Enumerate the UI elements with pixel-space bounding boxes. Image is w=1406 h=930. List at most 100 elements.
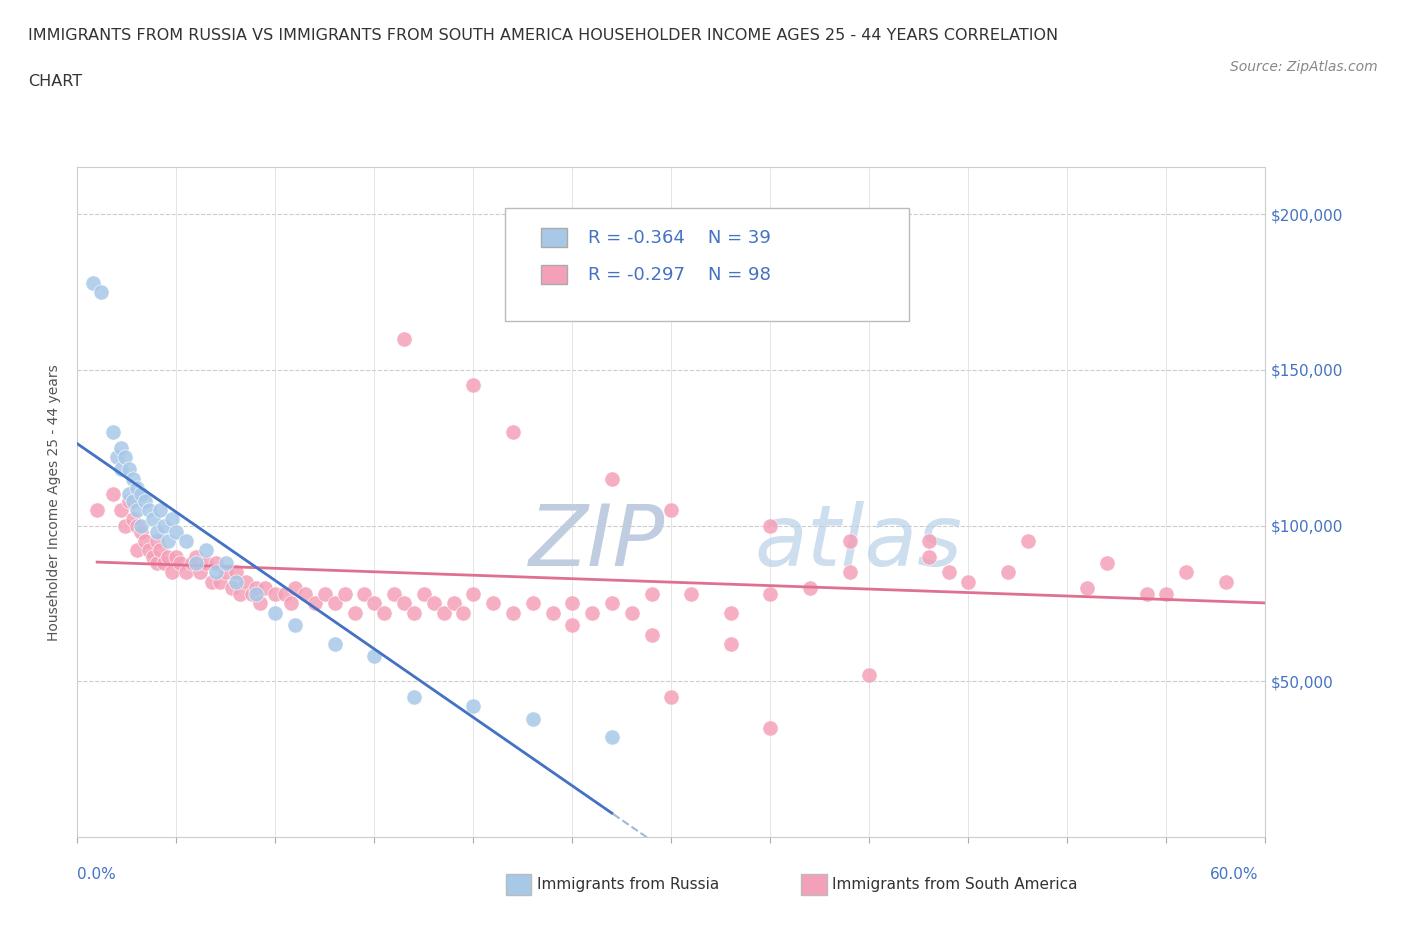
Point — [125, 518, 148, 533]
Point — [125, 502, 148, 517]
Point — [235, 574, 257, 589]
Point — [373, 605, 395, 620]
Point — [502, 425, 524, 440]
FancyBboxPatch shape — [541, 265, 567, 284]
Point — [463, 587, 485, 602]
Point — [720, 636, 742, 651]
Point — [153, 555, 176, 570]
Point — [186, 555, 208, 570]
Point — [105, 449, 128, 464]
Point — [681, 587, 703, 602]
Text: Source: ZipAtlas.com: Source: ZipAtlas.com — [1230, 60, 1378, 74]
Point — [343, 605, 366, 620]
Point — [600, 472, 623, 486]
Point — [101, 425, 124, 440]
Point — [274, 587, 297, 602]
Point — [294, 587, 316, 602]
Point — [215, 565, 238, 579]
Point — [157, 550, 180, 565]
Point — [382, 587, 405, 602]
Point — [145, 525, 167, 539]
Text: CHART: CHART — [28, 74, 82, 89]
Point — [997, 565, 1019, 579]
Point — [759, 721, 782, 736]
Point — [620, 605, 643, 620]
Point — [363, 649, 385, 664]
Point — [938, 565, 960, 579]
Point — [149, 502, 172, 517]
Point — [245, 580, 267, 595]
Point — [165, 525, 187, 539]
Point — [522, 596, 544, 611]
Point — [174, 534, 197, 549]
Point — [138, 502, 160, 517]
Point — [86, 502, 108, 517]
Point — [142, 550, 165, 565]
Point — [561, 618, 583, 632]
Point — [392, 331, 415, 346]
Point — [304, 596, 326, 611]
Point — [162, 512, 184, 526]
Point — [541, 605, 564, 620]
Text: ZIP: ZIP — [529, 501, 665, 584]
Point — [121, 472, 143, 486]
Point — [114, 449, 136, 464]
Point — [392, 596, 415, 611]
Point — [121, 493, 143, 508]
Point — [838, 565, 860, 579]
Point — [157, 534, 180, 549]
Point — [254, 580, 277, 595]
Point — [125, 481, 148, 496]
Point — [121, 512, 143, 526]
Point — [110, 462, 132, 477]
Point — [284, 580, 307, 595]
Point — [720, 605, 742, 620]
Point — [201, 574, 224, 589]
Point — [363, 596, 385, 611]
Point — [561, 596, 583, 611]
Point — [129, 518, 152, 533]
Point — [661, 689, 683, 704]
Point — [225, 565, 247, 579]
Point — [1175, 565, 1198, 579]
Point — [129, 525, 152, 539]
Point — [353, 587, 375, 602]
Point — [1136, 587, 1159, 602]
Point — [90, 285, 112, 299]
Point — [134, 534, 156, 549]
Y-axis label: Householder Income Ages 25 - 44 years: Householder Income Ages 25 - 44 years — [48, 364, 62, 641]
Point — [101, 487, 124, 502]
Point — [284, 618, 307, 632]
Point — [240, 587, 263, 602]
Point — [463, 698, 485, 713]
Point — [323, 636, 346, 651]
Text: Immigrants from South America: Immigrants from South America — [832, 877, 1078, 892]
Point — [502, 605, 524, 620]
Point — [661, 502, 683, 517]
Point — [482, 596, 505, 611]
Point — [142, 512, 165, 526]
Point — [110, 502, 132, 517]
Point — [129, 487, 152, 502]
Point — [858, 668, 880, 683]
Point — [433, 605, 456, 620]
Point — [314, 587, 336, 602]
Point — [228, 587, 250, 602]
Point — [208, 574, 231, 589]
Point — [402, 689, 425, 704]
Point — [125, 543, 148, 558]
Text: Immigrants from Russia: Immigrants from Russia — [537, 877, 720, 892]
Point — [186, 550, 208, 565]
Point — [165, 550, 187, 565]
Point — [245, 587, 267, 602]
Point — [1017, 534, 1039, 549]
Text: atlas: atlas — [755, 501, 963, 584]
Point — [581, 605, 603, 620]
Point — [118, 493, 141, 508]
Point — [195, 543, 218, 558]
Point — [918, 534, 941, 549]
Point — [145, 534, 167, 549]
FancyBboxPatch shape — [541, 229, 567, 247]
Point — [118, 487, 141, 502]
Point — [264, 605, 287, 620]
